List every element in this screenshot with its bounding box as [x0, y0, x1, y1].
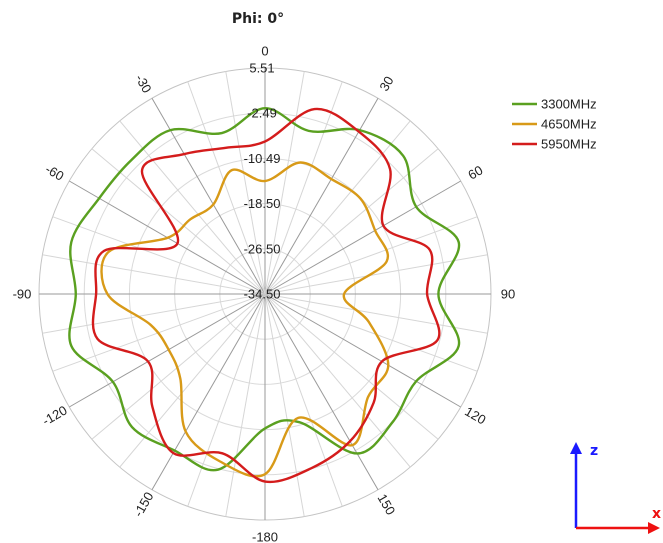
minor-spoke [264, 293, 478, 372]
minor-spoke [264, 216, 478, 295]
angle-tick-label: 150 [375, 491, 399, 517]
minor-spoke [119, 120, 266, 295]
radial-tick-label: -18.50 [244, 196, 281, 211]
major-spoke [69, 293, 266, 408]
minor-spoke [91, 293, 266, 440]
legend-label: 5950MHz [541, 137, 597, 152]
minor-spoke [264, 293, 305, 517]
minor-spoke [264, 293, 439, 440]
z-axis-label: z [590, 443, 598, 459]
radial-tick-label: -34.50 [244, 287, 281, 302]
minor-spoke [42, 293, 266, 334]
series-line-4650MHz [100, 161, 390, 478]
minor-spoke [42, 254, 266, 295]
angle-tick-label: 60 [465, 162, 485, 182]
angle-tick-label: -90 [13, 287, 32, 302]
angle-tick-labels: 0 30 60 90 120 150 -180 -150 -120 -90 -60 -30 [13, 44, 516, 543]
minor-spoke [225, 71, 266, 295]
axis-indicator: z x [570, 442, 661, 534]
minor-spoke [225, 293, 266, 517]
legend-label: 3300MHz [541, 97, 597, 112]
angle-tick-label: 30 [376, 74, 396, 94]
minor-spoke [119, 293, 266, 468]
x-arrowhead [648, 522, 660, 534]
angle-tick-label: -180 [252, 530, 278, 543]
minor-spoke [264, 293, 488, 334]
x-axis-label: x [652, 506, 661, 522]
radial-tick-label: -2.49 [247, 106, 277, 121]
angle-tick-label: 120 [462, 404, 488, 428]
minor-spoke [187, 81, 266, 295]
chart-title: Phi: 0° [232, 11, 284, 27]
legend: 3300MHz 4650MHz 5950MHz [512, 97, 597, 152]
angle-tick-label: 0 [261, 44, 268, 59]
minor-spoke [264, 254, 488, 295]
series-line-3300MHz [68, 106, 461, 472]
series-layer [68, 106, 461, 484]
minor-spoke [264, 120, 411, 295]
angle-tick-label: -30 [132, 72, 154, 96]
radial-tick-label: -10.49 [244, 151, 281, 166]
angle-tick-label: -150 [130, 489, 156, 519]
radial-tick-labels: 5.51 -2.49 -10.49 -18.50 -26.50 -34.50 [244, 61, 281, 302]
series-line-5950MHz [91, 107, 441, 484]
minor-spoke [264, 81, 343, 295]
angle-tick-label: -60 [43, 161, 67, 183]
minor-spoke [264, 71, 305, 295]
minor-spoke [264, 293, 411, 468]
major-spoke [264, 293, 379, 490]
z-arrowhead [570, 442, 582, 454]
radial-tick-label: -26.50 [244, 241, 281, 256]
minor-spoke [52, 216, 266, 295]
legend-label: 4650MHz [541, 117, 597, 132]
minor-spoke [187, 293, 266, 507]
angle-tick-label: 90 [501, 287, 515, 302]
major-spoke [264, 180, 461, 295]
major-spoke [264, 293, 461, 408]
angle-tick-label: -120 [40, 402, 70, 428]
radial-tick-label: 5.51 [249, 61, 274, 76]
major-spoke [151, 293, 266, 490]
minor-spoke [264, 293, 343, 507]
